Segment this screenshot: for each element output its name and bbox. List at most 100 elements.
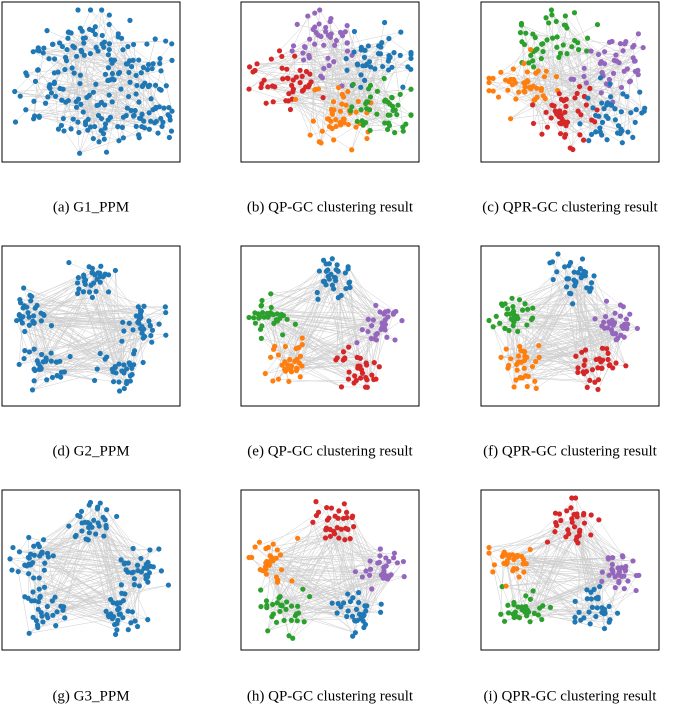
node bbox=[503, 583, 509, 589]
node bbox=[495, 94, 502, 100]
node bbox=[51, 80, 57, 87]
node bbox=[503, 346, 509, 352]
node bbox=[486, 88, 492, 94]
node bbox=[335, 295, 341, 301]
node bbox=[344, 40, 350, 46]
edge bbox=[349, 371, 366, 378]
node bbox=[347, 108, 354, 114]
node bbox=[572, 619, 578, 625]
node bbox=[139, 83, 145, 90]
node bbox=[507, 116, 514, 122]
node bbox=[575, 40, 581, 46]
node bbox=[597, 60, 603, 66]
edge bbox=[557, 36, 572, 47]
node bbox=[521, 365, 527, 371]
node bbox=[326, 62, 332, 69]
node bbox=[115, 70, 122, 77]
edge bbox=[102, 517, 139, 571]
node bbox=[508, 76, 514, 82]
node bbox=[138, 314, 144, 321]
node bbox=[553, 73, 559, 80]
edge bbox=[296, 364, 367, 369]
node bbox=[117, 611, 123, 617]
node bbox=[604, 137, 610, 143]
edge bbox=[366, 53, 379, 102]
node bbox=[353, 124, 359, 130]
node bbox=[126, 360, 132, 366]
node bbox=[486, 550, 492, 556]
node bbox=[158, 115, 164, 122]
edge bbox=[21, 316, 140, 320]
edge bbox=[105, 525, 118, 605]
node bbox=[601, 325, 608, 331]
node bbox=[124, 61, 130, 67]
node bbox=[395, 102, 401, 108]
node bbox=[635, 31, 641, 37]
edge bbox=[113, 270, 116, 382]
node bbox=[55, 126, 62, 132]
edge bbox=[30, 527, 89, 565]
node bbox=[575, 365, 581, 371]
node bbox=[314, 289, 320, 296]
node bbox=[541, 74, 548, 80]
node bbox=[294, 618, 300, 624]
node bbox=[350, 595, 356, 601]
node bbox=[344, 613, 350, 620]
node bbox=[606, 619, 612, 625]
edge bbox=[288, 100, 333, 129]
edge bbox=[257, 63, 366, 66]
node bbox=[27, 292, 33, 298]
node bbox=[103, 522, 109, 529]
edge bbox=[69, 356, 98, 370]
node bbox=[87, 499, 94, 506]
node bbox=[381, 311, 387, 317]
edge bbox=[583, 328, 638, 373]
node bbox=[112, 267, 119, 274]
edge bbox=[278, 510, 340, 599]
edge bbox=[293, 15, 308, 46]
node bbox=[587, 621, 593, 627]
edge bbox=[488, 82, 589, 141]
edge bbox=[621, 87, 645, 112]
node bbox=[584, 384, 590, 390]
node bbox=[562, 134, 568, 140]
edge bbox=[48, 58, 154, 110]
edge bbox=[292, 52, 412, 100]
node bbox=[257, 567, 263, 573]
node bbox=[504, 311, 510, 317]
edge bbox=[51, 325, 141, 329]
edge bbox=[560, 27, 568, 54]
edge bbox=[72, 40, 166, 47]
node bbox=[316, 139, 322, 145]
edge bbox=[572, 303, 627, 366]
node bbox=[341, 600, 347, 606]
edge bbox=[556, 47, 644, 115]
node bbox=[286, 91, 292, 97]
node bbox=[60, 115, 66, 122]
node bbox=[355, 98, 361, 105]
node bbox=[128, 620, 134, 626]
node bbox=[374, 111, 380, 117]
node bbox=[553, 18, 559, 25]
node bbox=[513, 377, 519, 383]
edge bbox=[344, 358, 380, 367]
edge bbox=[85, 118, 161, 123]
node bbox=[574, 514, 580, 520]
edge bbox=[48, 556, 56, 598]
node bbox=[344, 23, 350, 29]
edge bbox=[78, 130, 102, 133]
node bbox=[338, 526, 344, 532]
node bbox=[82, 281, 88, 287]
edge bbox=[511, 271, 557, 320]
node bbox=[515, 328, 521, 334]
edge bbox=[504, 522, 573, 553]
node bbox=[263, 566, 269, 572]
node bbox=[131, 351, 137, 357]
node bbox=[551, 103, 557, 109]
node bbox=[589, 367, 596, 373]
edge bbox=[270, 293, 386, 313]
node bbox=[146, 126, 152, 132]
node bbox=[22, 562, 28, 568]
edge bbox=[334, 516, 358, 621]
edge bbox=[40, 363, 120, 370]
